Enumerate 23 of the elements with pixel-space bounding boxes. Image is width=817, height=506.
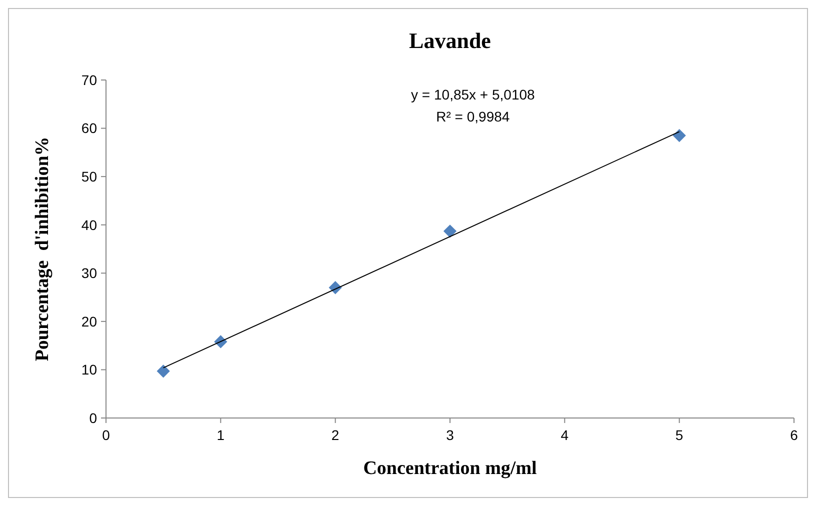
y-tick-label: 0: [89, 410, 98, 426]
y-tick-label: 60: [81, 120, 98, 136]
y-tick-label: 30: [81, 265, 98, 282]
x-tick-label: 6: [790, 427, 798, 443]
x-tick-label: 5: [675, 427, 684, 443]
annotation: y = 10,85x + 5,0108: [411, 86, 536, 102]
chart-title: Lavande: [409, 28, 492, 53]
point: [156, 364, 170, 378]
y-tick-label: 70: [81, 72, 98, 88]
point: [443, 224, 457, 238]
x-tick-label: 0: [102, 427, 110, 443]
y-tick-label: 50: [81, 168, 98, 184]
x-tick-label: 2: [331, 427, 340, 443]
x-axis-title: Concentration mg/ml: [363, 458, 537, 479]
y-tick-label: 20: [81, 313, 98, 330]
x-tick-label: 4: [560, 427, 569, 443]
y-tick-label: 10: [81, 362, 98, 378]
x-tick-label: 1: [216, 427, 225, 443]
annotation: R² = 0,9984: [436, 108, 510, 124]
point: [672, 128, 686, 142]
y-tick-label: 40: [81, 216, 98, 233]
x-tick-label: 3: [446, 427, 454, 443]
y-axis-title: Pourcentage d'inhibition%: [32, 136, 53, 362]
